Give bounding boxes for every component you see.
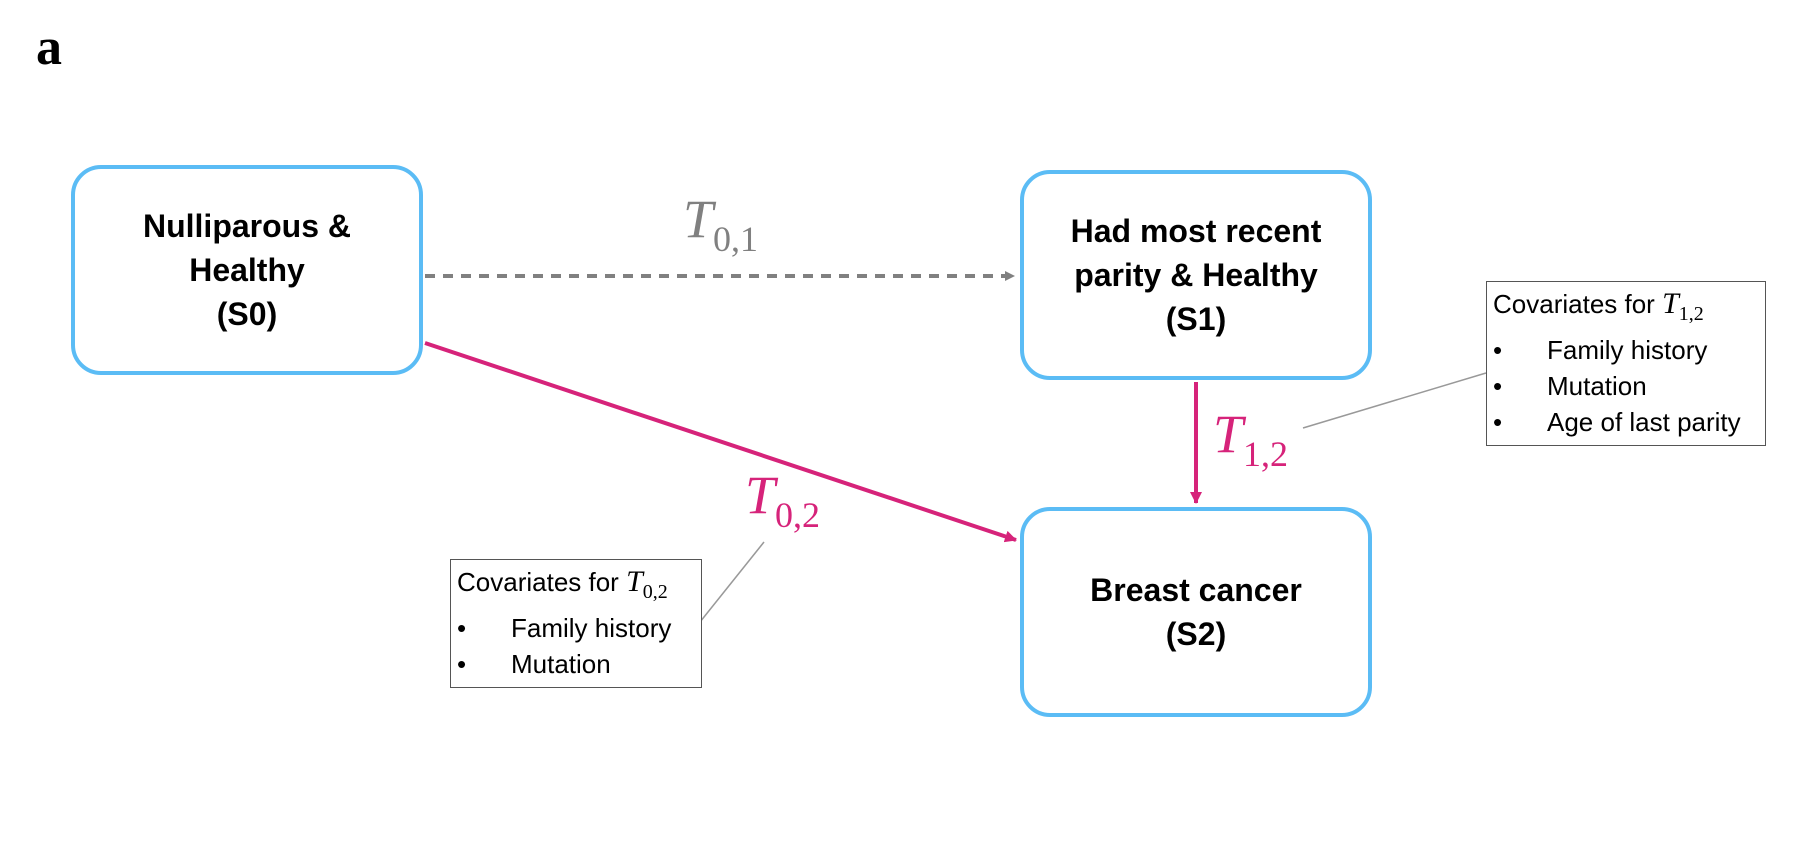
list-item: • Family history: [457, 610, 695, 646]
covariates-box-t02: Covariates for T0,2 • Family history • Mut…: [450, 559, 702, 688]
covariates-box-t12: Covariates for T1,2 • Family history • Mut…: [1486, 281, 1766, 446]
covariates-t02-subscript: 0,2: [642, 581, 668, 603]
state-s2-line1: Breast cancer: [1090, 572, 1302, 608]
transition-label-t12: T1,2: [1213, 407, 1288, 472]
arrow-s0-to-s2: [424, 341, 1017, 543]
connector-t02-covariates: [699, 541, 765, 623]
bullet: •: [1493, 371, 1503, 401]
transition-label-t01: T0,1: [683, 192, 758, 257]
state-s2-breast-cancer: Breast cancer (S2): [1020, 507, 1372, 717]
covariates-t12-symbol: T: [1662, 287, 1679, 320]
t02-symbol: T: [745, 465, 776, 525]
covariates-t12-prefix: Covariates for: [1493, 289, 1655, 319]
covariate-mutation: Mutation: [1547, 371, 1647, 401]
covariate-mutation: Mutation: [511, 649, 611, 679]
bullet: •: [457, 613, 467, 643]
state-s1-recent-parity-healthy: Had most recent parity & Healthy (S1): [1020, 170, 1372, 380]
connector-t12-covariates: [1302, 372, 1487, 429]
covariate-family-history: Family history: [511, 613, 672, 643]
t02-subscript: 0,2: [775, 495, 821, 535]
state-s0-nulliparous-healthy: Nulliparous & Healthy (S0): [71, 165, 423, 375]
transition-label-t02: T0,2: [745, 468, 820, 533]
covariate-family-history: Family history: [1547, 335, 1708, 365]
t01-subscript: 0,1: [713, 219, 759, 259]
state-s0-line3: (S0): [216, 296, 278, 332]
t12-symbol: T: [1213, 404, 1244, 464]
bullet: •: [457, 649, 467, 679]
list-item: • Age of last parity: [1493, 404, 1759, 440]
list-item: • Mutation: [1493, 368, 1759, 404]
panel-label: a: [36, 19, 62, 76]
t01-symbol: T: [683, 189, 714, 249]
covariate-age-last-parity: Age of last parity: [1547, 407, 1741, 437]
state-s1-line3: (S1): [1165, 301, 1227, 337]
covariates-t02-list: • Family history • Mutation: [457, 610, 695, 682]
state-s0-line2: Healthy: [189, 252, 305, 288]
list-item: • Family history: [1493, 332, 1759, 368]
covariates-t02-title: Covariates for T0,2: [457, 564, 695, 610]
state-s0-line1: Nulliparous &: [142, 208, 351, 244]
state-s1-line2: parity & Healthy: [1074, 257, 1318, 293]
state-s2-line2: (S2): [1165, 616, 1227, 652]
covariates-t12-subscript: 1,2: [1678, 303, 1704, 325]
covariates-t02-prefix: Covariates for: [457, 567, 619, 597]
bullet: •: [1493, 335, 1503, 365]
covariates-t12-list: • Family history • Mutation • Age of last p…: [1493, 332, 1759, 440]
covariates-t02-symbol: T: [626, 565, 643, 598]
t12-subscript: 1,2: [1243, 434, 1289, 474]
state-s1-line1: Had most recent: [1070, 213, 1322, 249]
covariates-t12-title: Covariates for T1,2: [1493, 286, 1759, 332]
bullet: •: [1493, 407, 1503, 437]
list-item: • Mutation: [457, 646, 695, 682]
